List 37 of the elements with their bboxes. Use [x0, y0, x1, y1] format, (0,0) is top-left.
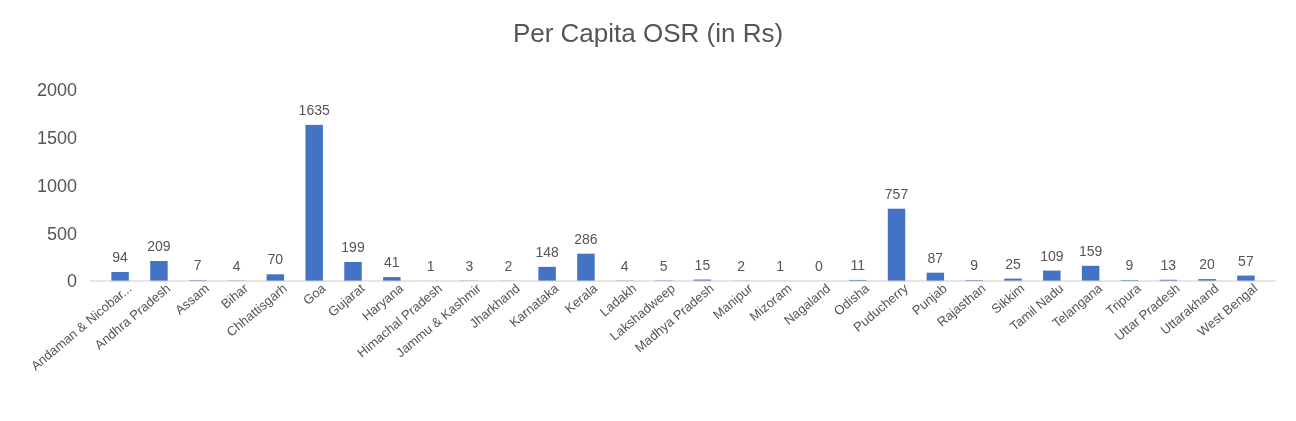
data-label: 286: [574, 230, 598, 247]
y-tick-label: 1000: [36, 175, 77, 196]
data-label: 159: [1078, 242, 1103, 259]
data-label: 3: [465, 257, 474, 274]
x-tick-label: Goa: [300, 280, 330, 308]
data-label: 4: [620, 257, 629, 274]
data-label: 1: [426, 257, 435, 274]
data-label: 1635: [298, 101, 330, 118]
data-label: 9: [1125, 257, 1134, 274]
y-tick-label: 500: [46, 223, 77, 244]
data-label: 2: [504, 257, 513, 274]
y-tick-label: 2000: [36, 80, 77, 101]
data-label: 9: [970, 257, 979, 274]
data-label: 57: [1238, 252, 1254, 269]
data-label: 2: [737, 257, 746, 274]
data-label: 148: [535, 243, 560, 260]
y-tick-label: 1500: [36, 128, 77, 149]
data-label: 5: [659, 257, 668, 274]
data-label: 199: [341, 239, 365, 255]
data-label: 70: [267, 251, 284, 268]
data-label: 20: [1199, 256, 1216, 273]
chart-title: Per Capita OSR (in Rs): [512, 18, 784, 48]
data-label: 87: [927, 249, 944, 266]
data-label: 25: [1005, 255, 1021, 272]
data-label: 209: [147, 238, 171, 255]
data-label: 4: [232, 257, 241, 274]
data-label: 15: [694, 256, 711, 273]
data-label: 94: [112, 249, 129, 266]
data-label: 7: [193, 257, 202, 274]
data-label: 11: [850, 256, 866, 273]
data-label: 41: [384, 254, 400, 271]
data-label: 0: [814, 258, 823, 274]
data-label: 1: [776, 257, 785, 274]
data-label: 13: [1160, 256, 1177, 273]
data-label: 109: [1040, 247, 1064, 264]
y-tick-label: 0: [66, 271, 77, 292]
data-label: 757: [884, 185, 909, 202]
